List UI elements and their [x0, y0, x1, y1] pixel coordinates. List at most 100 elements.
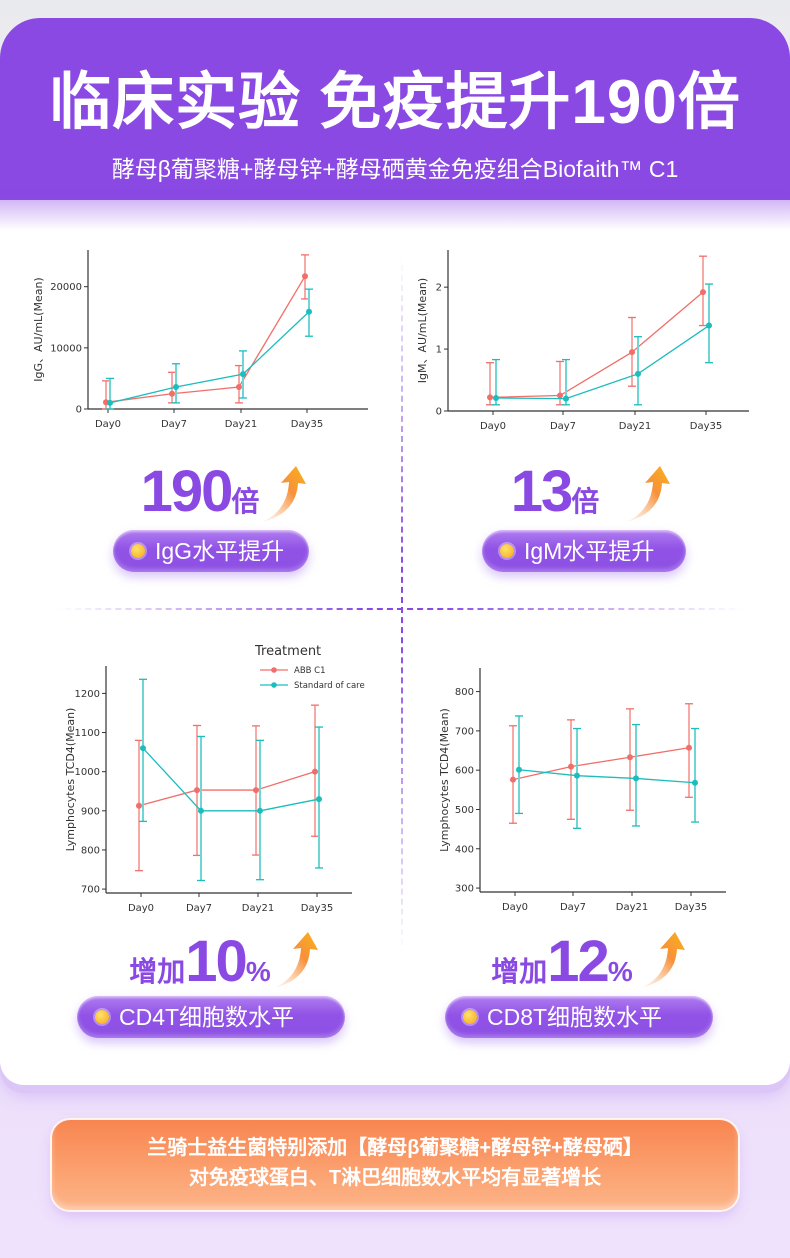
igm-label-pill: IgM水平提升 — [482, 530, 686, 572]
series-line — [142, 747, 320, 812]
data-point — [107, 399, 113, 406]
y-tick-label: 800 — [81, 845, 100, 856]
x-tick-label: Day35 — [291, 419, 323, 430]
stat-cd8: 增加12% — [412, 928, 712, 995]
series-line — [489, 291, 704, 399]
data-point — [700, 289, 706, 296]
series-abb-c1 — [486, 255, 707, 406]
stat-number: 190 — [140, 459, 234, 524]
horizontal-divider — [55, 608, 745, 610]
series-line — [105, 275, 306, 403]
stat-unit: % — [245, 956, 271, 987]
data-point — [253, 787, 259, 794]
y-tick-label: 900 — [81, 806, 100, 817]
data-point — [627, 754, 633, 761]
series-standard-of-care — [106, 288, 313, 410]
data-point — [487, 394, 493, 401]
data-point — [140, 745, 146, 752]
series-abb-c1 — [509, 703, 693, 824]
y-tick-label: 1200 — [75, 689, 100, 700]
data-point — [306, 308, 312, 315]
bullet-dot-icon — [463, 1010, 477, 1025]
stat-cd4: 增加10% — [50, 928, 350, 995]
up-arrow-icon — [626, 466, 670, 522]
y-tick-label: 800 — [455, 687, 474, 698]
data-point — [236, 383, 242, 390]
data-point — [173, 383, 179, 390]
data-point — [633, 775, 639, 782]
y-tick-label: 1100 — [75, 728, 100, 739]
pill-label: IgM水平提升 — [524, 538, 655, 564]
stat-igm: 13倍 — [405, 458, 705, 525]
series-abb-c1 — [135, 704, 319, 872]
data-point — [568, 763, 574, 770]
y-tick-label: 1000 — [75, 767, 100, 778]
data-point — [516, 766, 522, 773]
up-arrow-icon — [274, 932, 318, 988]
stat-number: 13 — [510, 459, 573, 524]
y-tick-label: 1 — [436, 345, 442, 356]
card-top-glow — [0, 200, 790, 230]
stat-number: 12 — [547, 929, 609, 994]
data-point — [316, 796, 322, 803]
y-tick-label: 10000 — [50, 343, 82, 354]
data-point — [706, 322, 712, 329]
banner-line-2: 对免疫球蛋白、T淋巴细胞数水平均有显著增长 — [188, 1167, 602, 1189]
stat-unit: 倍 — [231, 486, 260, 517]
x-tick-label: Day0 — [480, 421, 506, 432]
banner-line-1: 兰骑士益生菌特别添加【酵母β葡聚糖+酵母锌+酵母硒】 — [147, 1137, 643, 1159]
page-subtitle: 酵母β葡聚糖+酵母锌+酵母硒黄金免疫组合Biofaith™ C1 — [111, 156, 679, 182]
x-tick-label: Day21 — [242, 903, 274, 914]
y-tick-label: 20000 — [50, 282, 82, 293]
cd4-label-pill: CD4T细胞数水平 — [77, 996, 345, 1038]
up-arrow-icon — [262, 466, 306, 522]
pill-label: CD8T细胞数水平 — [487, 1004, 663, 1030]
series-line — [495, 325, 710, 400]
x-tick-label: Day35 — [301, 903, 333, 914]
series-standard-of-care — [492, 283, 713, 406]
cd8-chart: 300 400 500 600 700 800 Day0 Day7 Day21 Day35 Lymp… — [438, 668, 726, 913]
data-point — [686, 744, 692, 751]
x-tick-label: Day21 — [616, 902, 648, 913]
data-point — [312, 768, 318, 775]
x-tick-label: Day7 — [186, 903, 212, 914]
page-title: 临床实验 免疫提升190倍 — [49, 68, 741, 137]
data-point — [302, 273, 308, 280]
stat-number: 10 — [185, 929, 247, 994]
x-tick-label: Day0 — [502, 902, 528, 913]
bullet-dot-icon — [95, 1010, 109, 1025]
data-point — [635, 370, 641, 377]
data-point — [493, 394, 499, 401]
x-tick-label: Day7 — [560, 902, 586, 913]
series-standard-of-care — [139, 678, 323, 882]
legend: Treatment ABB C1 Standard of care — [254, 644, 365, 691]
up-arrow-icon — [641, 932, 685, 988]
bullet-dot-icon — [500, 544, 514, 559]
y-tick-label: 400 — [455, 844, 474, 855]
x-tick-label: Day35 — [675, 902, 707, 913]
data-point — [692, 779, 698, 786]
y-tick-label: 500 — [455, 805, 474, 816]
y-axis-label: IgM、AU/mL(Mean) — [416, 278, 429, 383]
stat-unit: % — [607, 956, 633, 987]
igm-chart: 0 1 2 Day0 Day7 Day21 Day35 IgM、AU/mL(Mean) — [416, 250, 749, 432]
y-tick-label: 700 — [455, 726, 474, 737]
pill-label: IgG水平提升 — [155, 538, 285, 564]
vertical-divider — [401, 255, 403, 955]
y-axis-label: Lymphocytes TCD4(Mean) — [438, 708, 451, 852]
x-tick-label: Day35 — [690, 421, 722, 432]
series-line — [512, 747, 690, 781]
x-tick-label: Day0 — [128, 903, 154, 914]
y-tick-label: 700 — [81, 885, 100, 896]
data-point — [629, 349, 635, 356]
legend-marker — [271, 682, 277, 688]
data-point — [198, 807, 204, 814]
y-tick-label: 0 — [436, 407, 442, 418]
igg-chart: 0 10000 20000 Day0 Day7 Day21 Day35 IgG、AU/mL(M… — [32, 250, 368, 430]
stat-prefix: 增加 — [491, 956, 548, 987]
stat-unit: 倍 — [571, 486, 600, 517]
series-line — [138, 771, 316, 807]
header-banner: 临床实验 免疫提升190倍 酵母β葡聚糖+酵母锌+酵母硒黄金免疫组合Biofai… — [0, 18, 790, 200]
x-tick-label: Day21 — [619, 421, 651, 432]
legend-marker — [271, 667, 277, 673]
